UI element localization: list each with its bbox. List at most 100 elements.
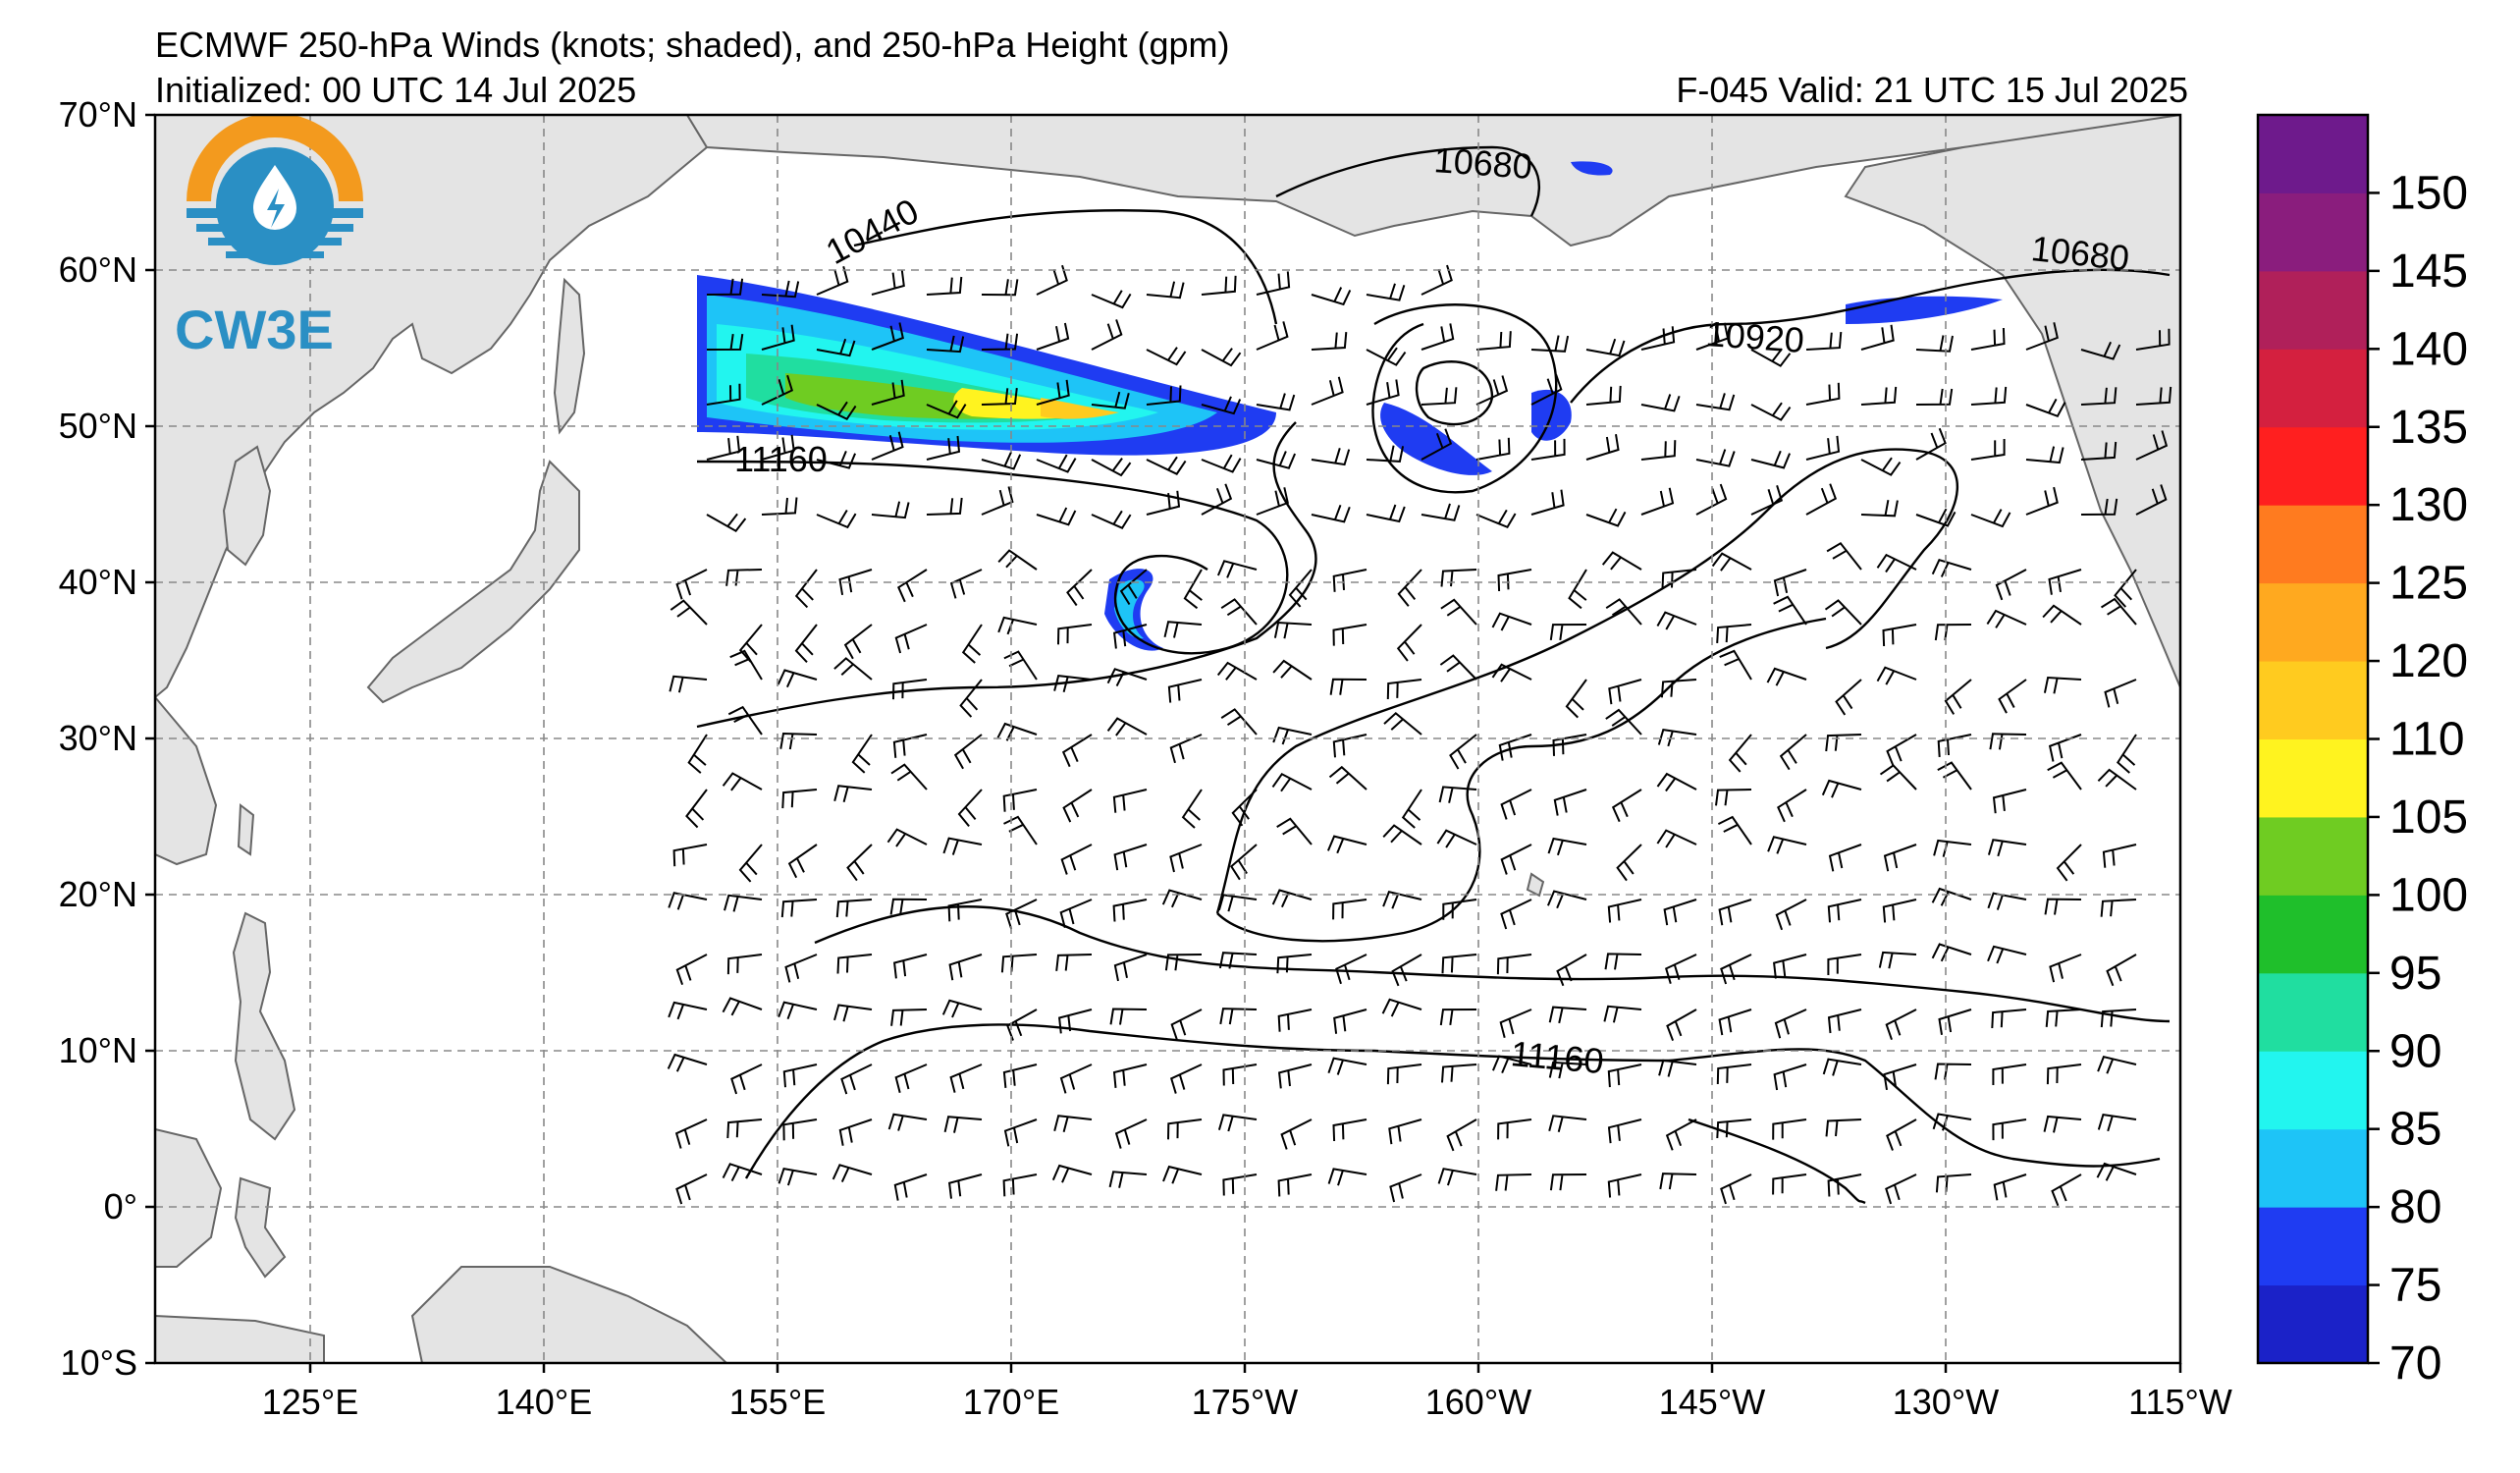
wind-barb xyxy=(674,1118,708,1149)
wind-barb xyxy=(1475,375,1509,406)
wind-barb xyxy=(738,624,763,663)
lat-tick-label: 30°N xyxy=(59,718,137,758)
lon-tick-label: 125°E xyxy=(262,1382,358,1422)
wind-barb xyxy=(1860,324,1895,351)
wind-barb xyxy=(2080,441,2118,461)
land-japan xyxy=(366,460,580,704)
wind-barb xyxy=(782,1118,818,1141)
wind-barb xyxy=(1311,376,1344,406)
wind-barb xyxy=(1271,773,1313,792)
wind-barb xyxy=(889,898,928,915)
wind-barb xyxy=(851,734,873,774)
colorbar-swatch xyxy=(2258,1284,2368,1364)
wind-barb xyxy=(1772,1118,1807,1140)
wind-barb xyxy=(1805,382,1841,406)
wind-barb xyxy=(1934,1063,1972,1080)
wind-barb xyxy=(961,624,983,664)
wind-barb xyxy=(1066,569,1093,607)
wind-barb xyxy=(1695,483,1728,516)
wind-barb xyxy=(1660,679,1697,698)
wind-barb xyxy=(738,844,763,883)
wind-barb xyxy=(2100,1009,2137,1028)
wind-barb xyxy=(816,265,849,296)
wind-barb xyxy=(1328,765,1367,791)
wind-barb xyxy=(2048,569,2082,595)
lon-tick-label: 115°W xyxy=(2128,1382,2232,1422)
colorbar: 70 75 80 85 90 95 100 105 110 120 125 130 135 140 145 1… xyxy=(2256,113,2468,1390)
land-new-guinea xyxy=(410,1266,728,1363)
land-indonesia-south xyxy=(155,1314,325,1363)
wind-barb xyxy=(1993,1173,2027,1201)
wind-barb xyxy=(949,569,983,599)
longitude-labels: 125°E 140°E 155°E 170°E 175°W 160°W 145°… xyxy=(262,1382,2232,1422)
wind-barb xyxy=(784,954,818,983)
wind-barb xyxy=(1879,764,1917,791)
wind-barb xyxy=(1805,332,1843,351)
wind-barb xyxy=(1421,428,1453,461)
wind-barb xyxy=(1937,734,1972,757)
wind-barb xyxy=(1915,508,1957,527)
wind-barb xyxy=(1169,844,1203,873)
colorbar-swatch xyxy=(2258,1051,2368,1130)
wind-barb xyxy=(1277,1009,1313,1032)
wind-barb xyxy=(1332,899,1367,920)
wind-barb xyxy=(1058,1009,1093,1034)
wind-barb xyxy=(1005,899,1038,930)
wind-barb xyxy=(1663,899,1697,926)
wind-barb xyxy=(1006,1009,1038,1041)
colorbar-label: 95 xyxy=(2389,948,2441,1000)
wind-barb xyxy=(1728,734,1752,773)
wind-barb xyxy=(2049,954,2082,983)
land-philippines xyxy=(232,911,296,1141)
wind-barb xyxy=(1716,1118,1752,1139)
wind-barb xyxy=(781,789,818,809)
wind-barb xyxy=(1991,1009,2027,1029)
colorbar-swatch xyxy=(2258,895,2368,974)
wind-barb xyxy=(1658,1059,1697,1077)
wind-barb xyxy=(1440,598,1477,626)
wind-barb xyxy=(2096,1162,2137,1181)
wind-barb xyxy=(1053,675,1093,692)
wind-barb xyxy=(1181,789,1203,829)
wind-barb xyxy=(1695,449,1736,467)
wind-barb xyxy=(1146,490,1181,516)
land-north-america xyxy=(1844,115,2180,688)
wind-barb xyxy=(1715,789,1752,806)
wind-barb xyxy=(1970,327,2006,351)
wind-barb xyxy=(843,624,873,660)
wind-barb xyxy=(1805,483,1838,516)
wind-barb xyxy=(1766,667,1807,686)
wind-barb xyxy=(816,451,857,469)
wind-barb xyxy=(1119,569,1148,606)
wind-barb xyxy=(1883,1064,1917,1091)
wind-barb xyxy=(1278,1064,1313,1089)
wind-barb xyxy=(1773,1064,1807,1091)
wind-barb xyxy=(1495,1173,1532,1191)
wind-barb xyxy=(1607,1118,1642,1144)
land-sakhalin xyxy=(553,277,586,435)
wind-barb xyxy=(1438,786,1477,803)
wind-barb xyxy=(1970,439,2006,461)
wind-barb xyxy=(667,1053,708,1072)
wind-barb xyxy=(726,1118,763,1139)
wind-barb xyxy=(706,383,741,406)
wind-barb xyxy=(1391,954,1422,987)
colorbar-label: 130 xyxy=(2389,479,2468,531)
wind-barb xyxy=(871,431,904,461)
wind-barb xyxy=(1333,1009,1367,1034)
lon-tick-label: 155°E xyxy=(729,1382,826,1422)
wind-barb xyxy=(1640,394,1681,412)
wind-barb xyxy=(1915,388,1954,406)
wind-barb xyxy=(926,400,967,419)
wind-barb xyxy=(675,1173,708,1205)
wind-barb xyxy=(1718,1009,1752,1036)
colorbar-swatch xyxy=(2258,738,2368,818)
wind-barb xyxy=(953,734,983,770)
wind-barb xyxy=(1053,1115,1093,1133)
wind-barb xyxy=(1108,1171,1148,1188)
wind-barb xyxy=(1711,552,1752,572)
wind-barb xyxy=(1389,1173,1422,1203)
wind-barb xyxy=(1216,560,1258,578)
wind-barb xyxy=(1876,666,1917,685)
wind-barb xyxy=(1549,624,1587,641)
